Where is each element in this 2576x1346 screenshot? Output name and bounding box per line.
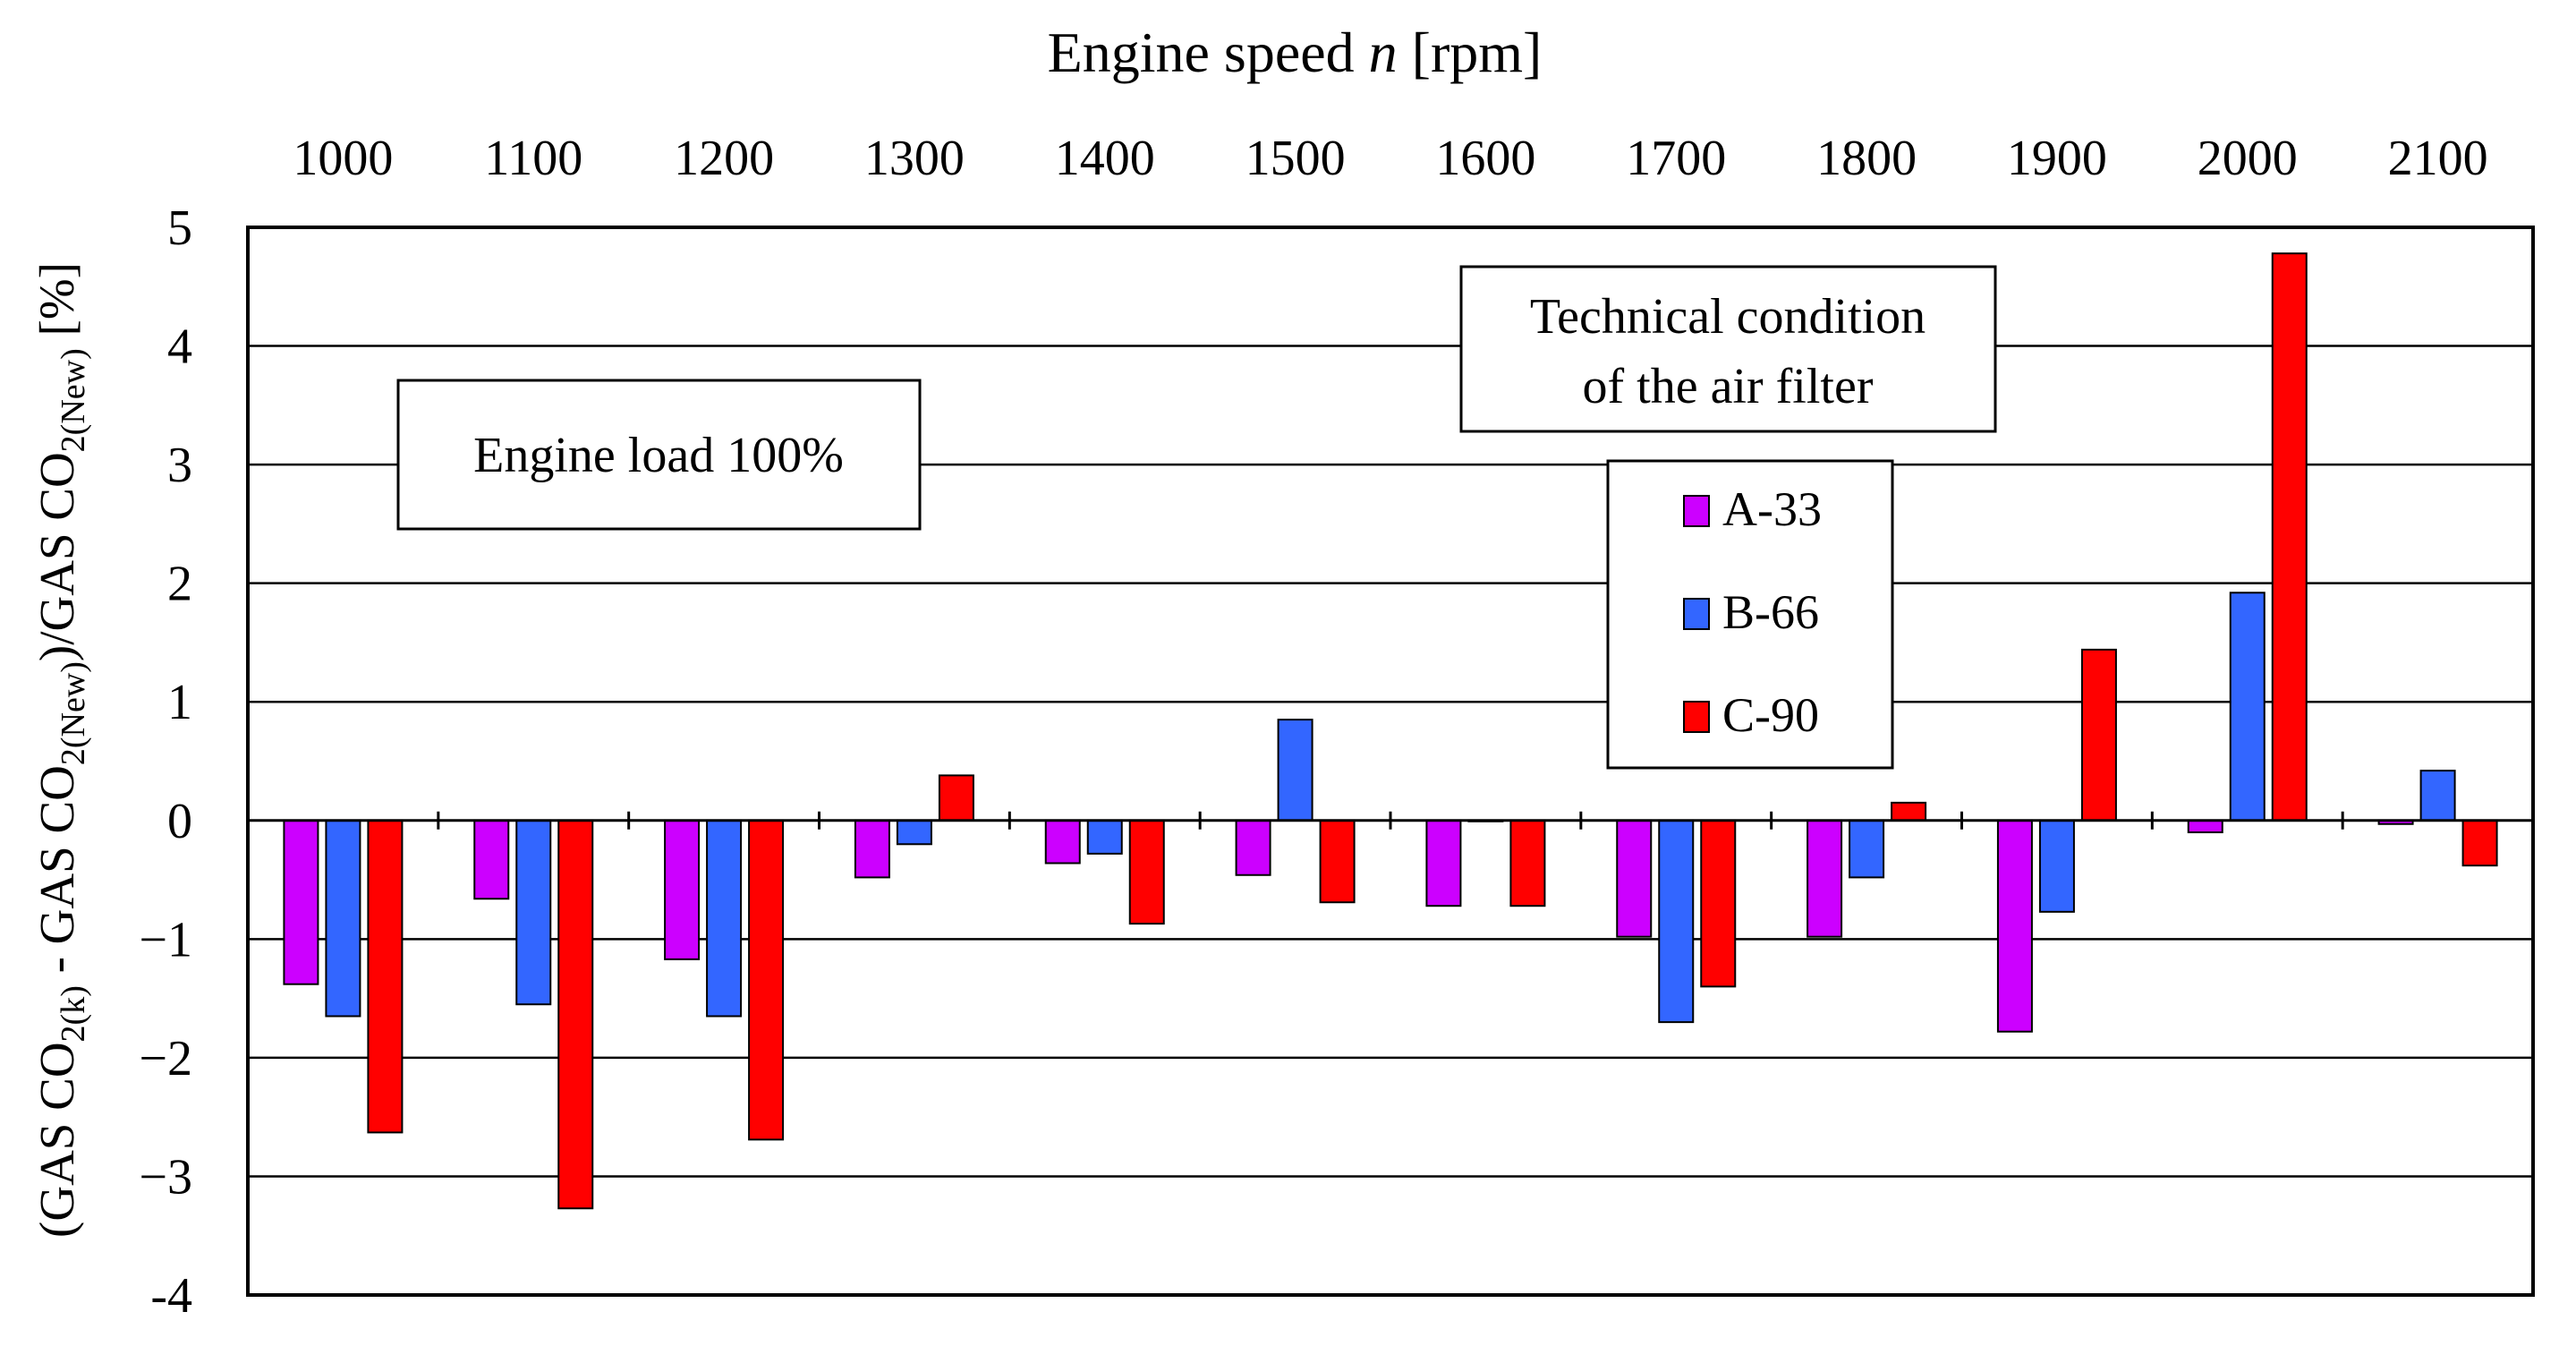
bar-a33-1200 — [664, 819, 701, 960]
x-axis-variable: n — [1369, 21, 1398, 84]
bar-b66-1700 — [1658, 819, 1695, 1024]
plot-frame — [246, 226, 2535, 1297]
x-tick-labels: 1000 1100 1200 1300 1400 1500 1600 1700 1800 1900… — [293, 131, 2487, 186]
bar-a33-1400 — [1044, 819, 1081, 865]
y-tick-label: 5 — [167, 200, 192, 256]
x-axis-title: Engine speed — [1048, 21, 1369, 84]
y-tick-labels: 5 4 3 2 1 0 −1 −2 −3 -4 — [139, 200, 192, 1324]
bar-c90-1800 — [1891, 801, 1927, 822]
y-tick-label: 3 — [167, 438, 192, 493]
bar-b66-2100 — [2419, 770, 2456, 822]
bars — [283, 252, 2498, 1210]
bar-a33-1100 — [473, 819, 510, 900]
legend-label-a33: A-33 — [1722, 482, 1822, 536]
annotation-condition-line1: Technical condition — [1530, 289, 1926, 345]
bar-c90-1900 — [2080, 648, 2117, 822]
bar-c90-1100 — [557, 819, 594, 1210]
bar-b66-1800 — [1849, 819, 1885, 879]
y-tick-label: 1 — [167, 675, 192, 730]
legend-label-c90: C-90 — [1722, 688, 1819, 742]
x-tick-label: 1800 — [1816, 131, 1917, 186]
y-tick-label: 4 — [167, 319, 192, 375]
x-tick-label: 2000 — [2198, 131, 2298, 186]
bar-b66-1900 — [2038, 819, 2075, 913]
annotation-engine-load: Engine load 100% — [396, 379, 922, 531]
x-tick-label: 1200 — [674, 131, 774, 186]
x-tick-label: 1600 — [1435, 131, 1535, 186]
bar-c90-1000 — [367, 819, 404, 1134]
bar-a33-1500 — [1235, 819, 1271, 876]
chart-title: Engine speed n [rpm] — [1048, 21, 1543, 84]
y-tick-label: −1 — [139, 912, 192, 967]
bar-c90-1400 — [1128, 819, 1165, 925]
annotation-condition-line2: of the air filter — [1583, 359, 1874, 414]
annotation-load-text: Engine load 100% — [473, 428, 844, 483]
x-tick-label: 1300 — [864, 131, 965, 186]
y-tick-label: 0 — [167, 794, 192, 849]
bar-c90-2100 — [2461, 819, 2498, 867]
legend-label-b66: B-66 — [1722, 585, 1819, 639]
annotation-air-filter: Technical condition of the air filter — [1459, 265, 1997, 433]
bar-b66-1100 — [515, 819, 552, 1006]
bar-a33-1300 — [854, 819, 890, 879]
y-tick-label: -4 — [150, 1268, 192, 1324]
bar-a33-1000 — [283, 819, 319, 985]
bar-c90-1200 — [748, 819, 785, 1141]
bar-b66-1400 — [1086, 819, 1123, 855]
x-tick-label: 1900 — [2007, 131, 2107, 186]
x-tick-label: 1500 — [1245, 131, 1346, 186]
x-tick-label: 1100 — [484, 131, 582, 186]
bar-b66-1000 — [325, 819, 361, 1018]
bar-b66-2000 — [2229, 592, 2266, 822]
legend-swatch-c90 — [1683, 701, 1710, 733]
bar-a33-2000 — [2187, 819, 2223, 834]
x-tick-label: 1400 — [1055, 131, 1155, 186]
bar-a33-1900 — [1996, 819, 2033, 1033]
bar-a33-1600 — [1425, 819, 1462, 907]
bar-c90-1600 — [1509, 819, 1546, 907]
x-tick-label: 2100 — [2388, 131, 2488, 186]
legend-swatch-b66 — [1683, 598, 1710, 630]
y-tick-label: −3 — [139, 1149, 192, 1205]
bar-a33-1800 — [1807, 819, 1843, 938]
bar-c90-1700 — [1700, 819, 1737, 988]
bar-c90-1500 — [1319, 819, 1356, 904]
bar-b66-1200 — [706, 819, 743, 1018]
bar-b66-1300 — [896, 819, 932, 846]
legend-swatch-a33 — [1683, 495, 1710, 527]
bar-b66-1500 — [1277, 719, 1314, 822]
axes — [246, 226, 2535, 1297]
bar-a33-1700 — [1616, 819, 1653, 938]
x-tick-label: 1700 — [1626, 131, 1726, 186]
y-tick-label: 2 — [167, 557, 192, 612]
legend: A-33 B-66 C-90 — [1606, 459, 1894, 770]
bar-c90-2000 — [2271, 252, 2308, 822]
y-tick-label: −2 — [139, 1031, 192, 1086]
x-tick-label: 1000 — [293, 131, 393, 186]
bar-c90-1300 — [938, 774, 974, 822]
y-axis-label: (GAS CO2(k) - GAS CO2(New))/GAS CO2(New)… — [30, 262, 92, 1238]
x-axis-unit: [rpm] — [1398, 21, 1543, 84]
